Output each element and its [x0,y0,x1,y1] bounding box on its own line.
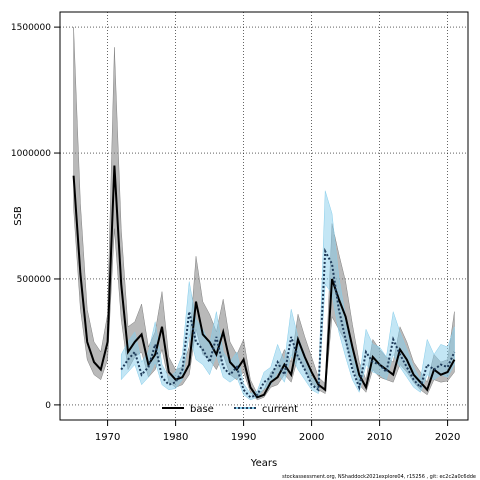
plot-frame [59,11,469,421]
legend-label-base: base [190,404,214,415]
series-line-base [72,165,456,399]
x-tick-label-1980: 1980 [163,432,188,443]
x-tick-label-1970: 1970 [95,432,120,443]
x-tick-label-2020: 2020 [435,432,460,443]
series-line-current [120,247,456,399]
legend-label-current: current [262,404,298,415]
x-axis-label: Years [250,458,277,469]
series-lines [72,165,456,399]
x-tick-label-1990: 1990 [231,432,256,443]
y-axis-label: SSB [13,206,24,226]
y-tick-label-0: 0 [45,401,51,411]
band-current [120,190,455,401]
confidence-bands [73,27,455,401]
y-tick-label-500000: 500000 [17,275,52,285]
x-tick-label-2000: 2000 [299,432,324,443]
y-axis: 0 500000 1000000 1500000 [11,23,60,411]
footer-credit: stockassessment.org, NShaddock2021explor… [282,474,476,480]
y-tick-label-1500000: 1500000 [11,23,51,33]
x-axis: 1970 1980 1990 2000 2010 2020 [95,420,460,443]
legend: base current [162,404,298,415]
y-tick-label-1000000: 1000000 [11,149,51,159]
x-tick-label-2010: 2010 [367,432,392,443]
